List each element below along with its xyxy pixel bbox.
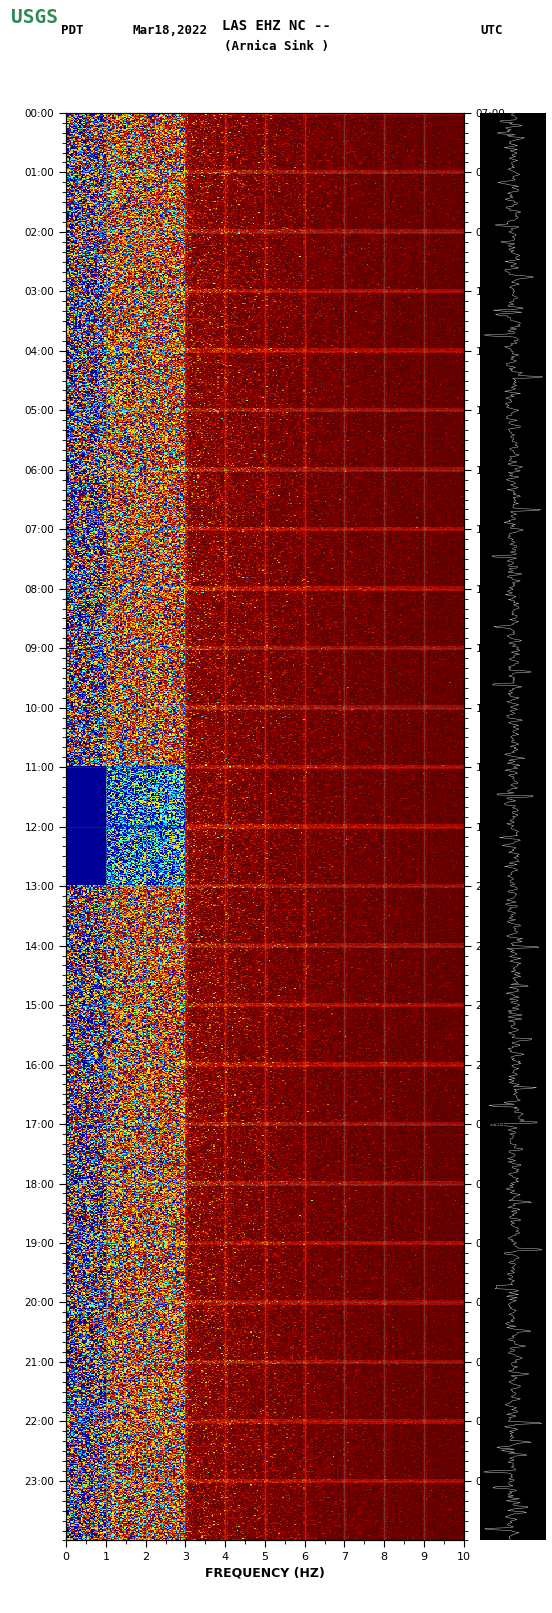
X-axis label: FREQUENCY (HZ): FREQUENCY (HZ) — [205, 1566, 325, 1579]
Text: LAS EHZ NC --: LAS EHZ NC -- — [221, 19, 331, 34]
Text: PDT: PDT — [61, 24, 83, 37]
Text: USGS: USGS — [11, 8, 58, 27]
Text: (Arnica Sink ): (Arnica Sink ) — [224, 40, 328, 53]
Text: Mar18,2022: Mar18,2022 — [132, 24, 208, 37]
Text: UTC: UTC — [480, 24, 503, 37]
